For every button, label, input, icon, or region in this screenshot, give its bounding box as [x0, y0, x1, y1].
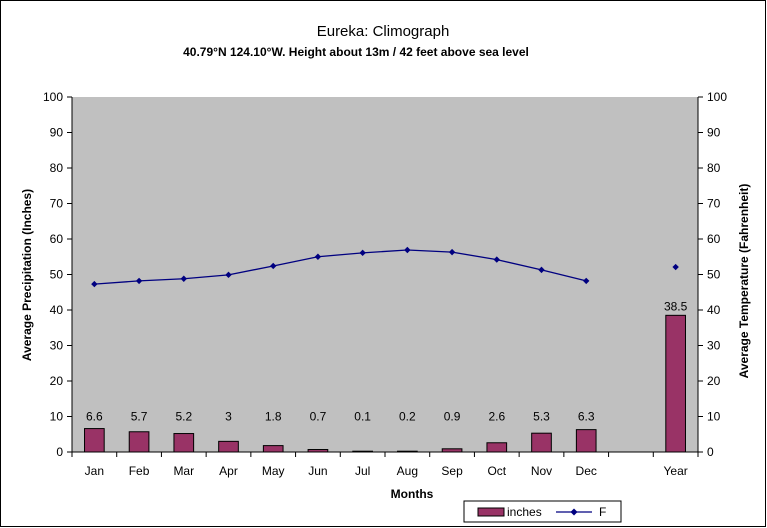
y-axis-title: Average Precipitation (Inches)	[20, 189, 34, 361]
temperature-point	[538, 266, 545, 274]
bar-mar	[173, 433, 195, 453]
x-tick-label: Mar	[173, 464, 194, 478]
bar-label: 5.7	[131, 410, 148, 424]
x-tick-label: Aug	[397, 464, 418, 478]
temperature-point	[583, 277, 590, 285]
x-axis-title: Months	[391, 487, 434, 501]
bar-label: 6.6	[86, 410, 103, 424]
temperature-point	[493, 256, 500, 263]
bar-may	[262, 445, 284, 453]
left-tick-label: 100	[43, 90, 63, 104]
x-tick-label: Sep	[441, 464, 463, 478]
right-tick-label: 70	[707, 197, 721, 211]
left-tick-label: 90	[50, 126, 64, 140]
x-tick-label: Apr	[219, 464, 238, 478]
bar-label: 38.5	[664, 299, 688, 313]
x-tick-label: Feb	[129, 464, 150, 478]
right-tick-label: 90	[707, 126, 721, 140]
right-tick-label: 100	[707, 90, 727, 104]
legend-f-marker	[570, 508, 578, 516]
temperature-point	[270, 262, 277, 270]
left-tick-label: 70	[50, 197, 64, 211]
left-tick-label: 40	[50, 303, 64, 317]
temperature-line-path	[94, 249, 587, 285]
temperature-point	[135, 277, 143, 285]
bar-aug	[397, 450, 418, 453]
bar-label: 0.9	[444, 410, 461, 424]
left-tick-label: 30	[50, 339, 64, 353]
left-tick-label: 50	[50, 268, 64, 282]
bar-apr	[218, 440, 239, 453]
x-tick-label: Dec	[576, 464, 597, 478]
bar-label: 0.7	[310, 410, 327, 424]
legend-inches-swatch	[477, 507, 505, 517]
right-tick-label: 80	[707, 161, 721, 175]
left-tick-label: 0	[56, 445, 63, 459]
x-tick-label: Jan	[85, 464, 104, 478]
right-tick-label: 10	[707, 410, 721, 424]
right-tick-label: 40	[707, 303, 721, 317]
bar-label: 5.2	[175, 410, 192, 424]
precipitation-bars	[84, 314, 686, 453]
temperature-point	[91, 280, 98, 288]
temperature-point	[404, 246, 411, 254]
right-tick-label: 60	[707, 232, 721, 246]
chart-subtitle: 40.79°N 124.10°W. Height about 13m / 42 …	[183, 45, 529, 59]
bar-label: 0.2	[399, 410, 416, 424]
legend-box	[463, 500, 622, 523]
right-axis: 0 10 20 30 40 50 60 70 80 90 100	[697, 90, 727, 459]
left-axis: 0 10 20 30 40 50 60 70 80 90 100	[43, 90, 73, 459]
bar-label: 3	[225, 410, 232, 424]
x-tick-label: Oct	[487, 464, 506, 478]
x-tick-label: Jul	[355, 464, 370, 478]
right-tick-label: 20	[707, 374, 721, 388]
left-tick-label: 80	[50, 161, 64, 175]
right-tick-label: 0	[707, 445, 714, 459]
bar-nov	[531, 432, 552, 453]
legend-f-label: F	[599, 505, 606, 519]
temperature-line	[91, 246, 679, 288]
x-tick-label: Jun	[308, 464, 327, 478]
bar-label: 5.3	[533, 410, 550, 424]
left-tick-label: 20	[50, 374, 64, 388]
legend-inches-label: inches	[507, 505, 542, 519]
bar-jun	[307, 449, 329, 453]
temperature-point	[672, 263, 679, 271]
right-tick-label: 30	[707, 339, 721, 353]
bar-label: 6.3	[578, 410, 595, 424]
left-tick-label: 10	[50, 410, 64, 424]
left-tick-label: 60	[50, 232, 64, 246]
bar-year	[665, 314, 686, 453]
temperature-point	[359, 249, 366, 257]
x-tick-label: Nov	[531, 464, 552, 478]
bar-sep	[441, 448, 463, 453]
legend: inches F	[463, 500, 622, 523]
bar-data-labels: 6.6 5.7 5.2 3 1.8 0.7 0.1 0.2 0.9 2.6 5.3 6.3 38.5	[86, 299, 688, 423]
x-tick-label: Year	[664, 464, 688, 478]
temperature-point	[180, 275, 187, 282]
plot-area	[72, 97, 698, 452]
bar-label: 1.8	[265, 410, 282, 424]
temperature-point	[225, 271, 232, 279]
bar-jul	[352, 450, 373, 453]
y2-axis-title: Average Temperature (Fahrenheit)	[737, 184, 751, 379]
bar-label: 0.1	[354, 410, 371, 424]
x-tick-label: May	[262, 464, 285, 478]
bar-jan	[84, 428, 105, 453]
bar-label: 2.6	[488, 410, 505, 424]
bar-oct	[486, 442, 508, 453]
chart-title: Eureka: Climograph	[317, 23, 450, 40]
right-tick-label: 50	[707, 268, 721, 282]
bar-feb	[128, 431, 150, 453]
temperature-point	[448, 248, 456, 256]
temperature-point	[314, 253, 322, 260]
bar-dec	[575, 429, 597, 453]
